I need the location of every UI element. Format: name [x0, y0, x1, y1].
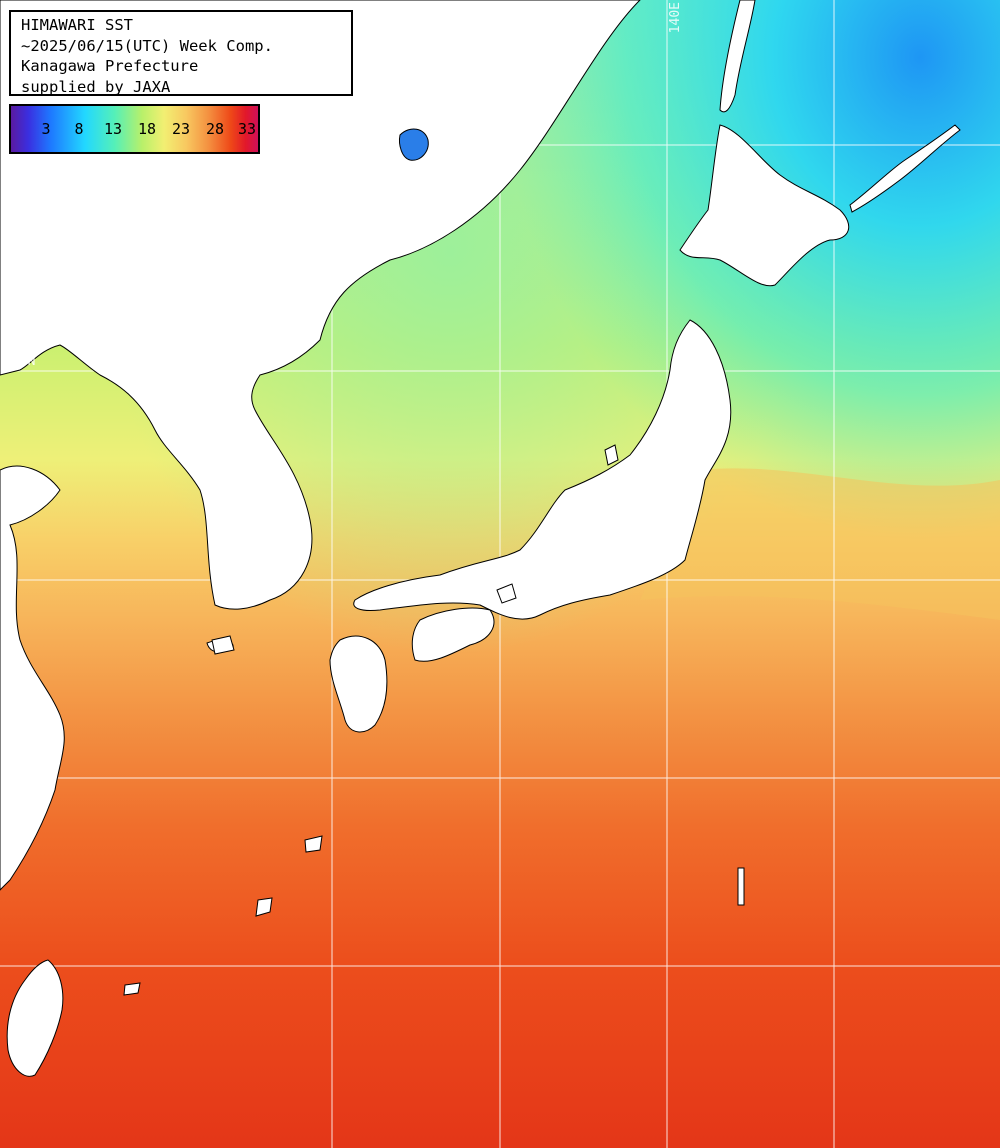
colorbar-tick: 13: [103, 120, 123, 138]
island-honshu: [353, 319, 732, 620]
islands-ryukyu-2: [255, 897, 273, 917]
colorbar-tick: 23: [171, 120, 191, 138]
product-title: HIMAWARI SST: [21, 16, 133, 34]
date-caption: ~2025/06/15(UTC) Week Comp.: [21, 36, 273, 55]
colorbar-tick: 33: [237, 120, 257, 138]
islands-ryukyu-3: [123, 982, 141, 996]
island-sakhalin: [719, 0, 756, 113]
island-jeju: [211, 635, 235, 655]
title-box: HIMAWARI SST ~2025/06/15(UTC) Week Comp.…: [9, 10, 353, 96]
temperature-colorbar: 3 8 13 18 23 28 33: [9, 104, 260, 154]
colorbar-tick: 3: [41, 120, 51, 138]
cold-water-patch: [399, 128, 429, 161]
colorbar-tick: 8: [74, 120, 84, 138]
longitude-label: 140E: [668, 2, 683, 34]
islands-kuril: [849, 124, 961, 213]
latitude-label: 40N: [12, 354, 36, 369]
colorbar-tick: 18: [137, 120, 157, 138]
region-caption: Kanagawa Prefecture: [21, 57, 199, 75]
island-shikoku: [411, 607, 495, 662]
credit-caption: supplied by JAXA: [21, 77, 171, 96]
island-taiwan: [6, 959, 64, 1077]
colorbar-tick: 28: [205, 120, 225, 138]
island-hokkaido: [679, 124, 850, 287]
continent-china: [0, 465, 65, 891]
island-sado: [604, 444, 619, 466]
islands-izu: [737, 867, 745, 906]
island-oki: [496, 583, 517, 604]
islands-ryukyu-1: [304, 835, 323, 853]
island-kyushu: [329, 635, 388, 733]
